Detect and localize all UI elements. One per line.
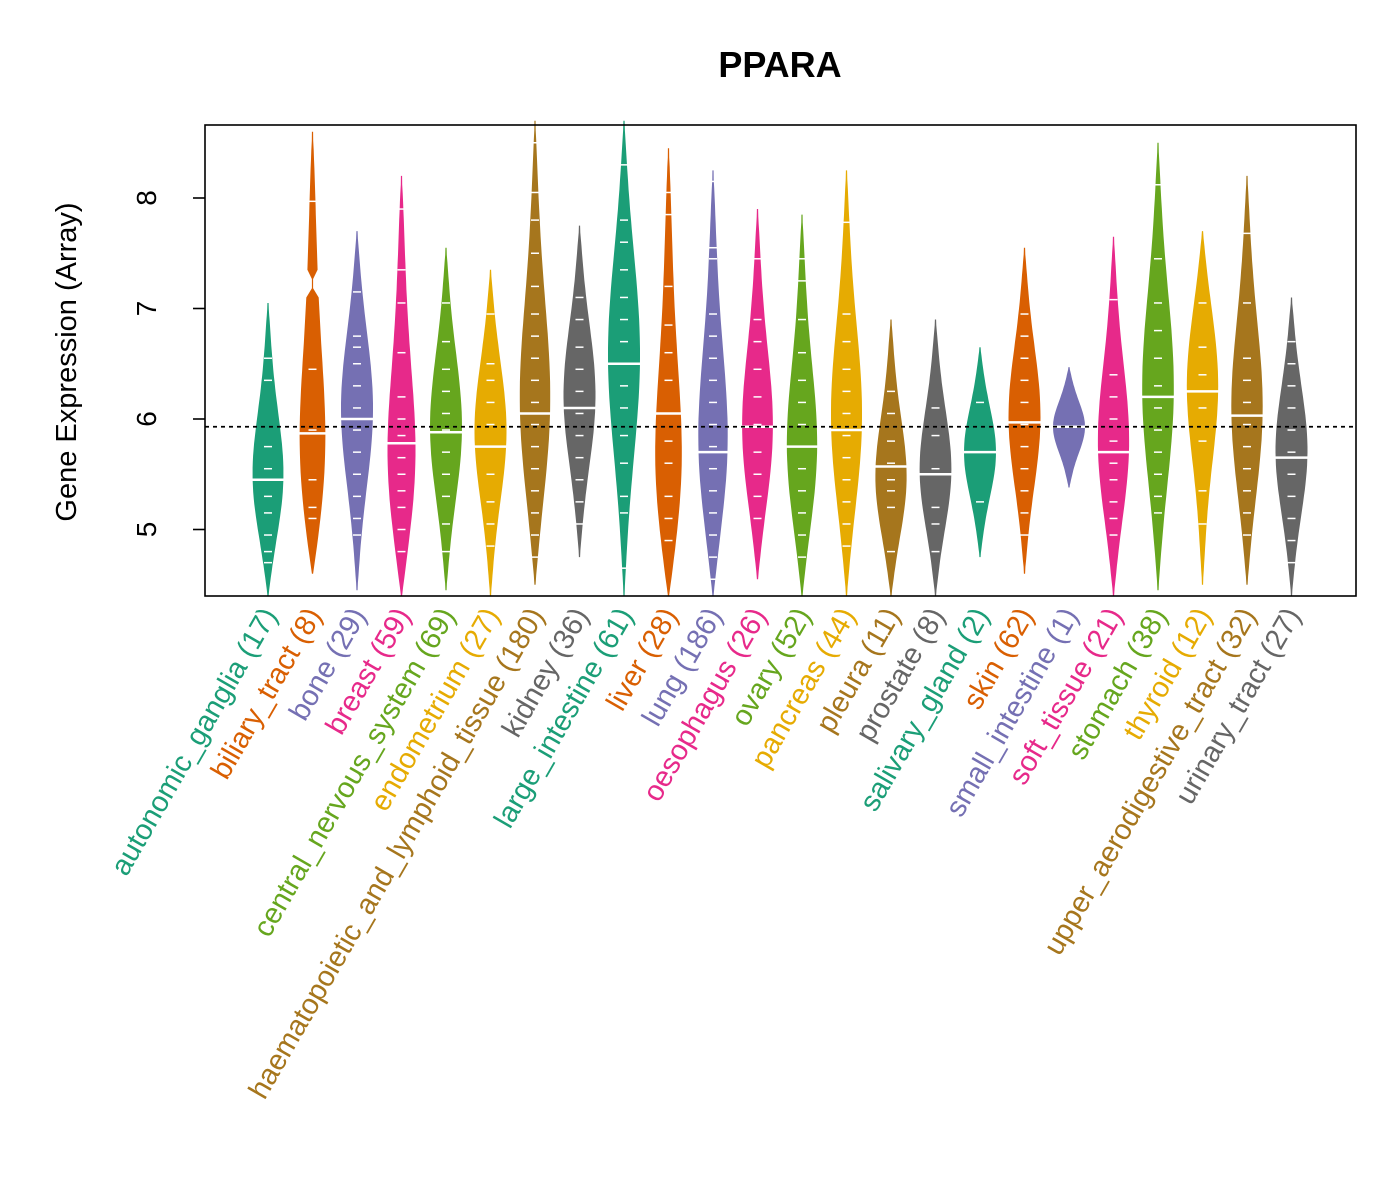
plot-frame bbox=[204, 124, 1357, 597]
violin-body bbox=[474, 269, 507, 596]
y-tick-label: 8 bbox=[131, 190, 162, 206]
violin-biliary_tract bbox=[296, 131, 329, 574]
violin-body bbox=[519, 120, 551, 585]
violin-kidney bbox=[563, 225, 596, 558]
violin-endometrium bbox=[474, 269, 507, 596]
violin-urinary_tract bbox=[1275, 297, 1308, 596]
violin-body bbox=[608, 120, 640, 596]
violin-body bbox=[430, 247, 462, 591]
violin-body bbox=[742, 209, 773, 580]
violin-haematopoietic_and_lymphoid_tissue bbox=[519, 120, 551, 585]
y-tick-label: 5 bbox=[131, 522, 162, 538]
violin-central_nervous_system bbox=[430, 247, 462, 591]
violin-prostate bbox=[919, 319, 952, 596]
violin-lung bbox=[697, 170, 729, 596]
violin-body bbox=[299, 131, 326, 574]
violin-skin bbox=[1008, 247, 1041, 574]
violin-body bbox=[698, 170, 728, 596]
violin-body bbox=[831, 170, 862, 596]
violin-upper_aerodigestive_tract bbox=[1231, 175, 1263, 585]
violin-body bbox=[1142, 142, 1174, 591]
violin-body bbox=[919, 319, 952, 596]
y-tick-label: 7 bbox=[131, 301, 162, 317]
violin-body bbox=[655, 148, 682, 596]
violin-body bbox=[1008, 247, 1041, 574]
violin-breast bbox=[385, 175, 418, 596]
violin-salivary_gland bbox=[964, 347, 996, 558]
violin-body bbox=[1097, 236, 1130, 596]
violin-pleura bbox=[875, 319, 907, 596]
violin-body bbox=[786, 214, 818, 596]
y-axis-label: Gene Expression (Array) bbox=[51, 202, 83, 521]
violin-thyroid bbox=[1186, 231, 1219, 585]
violin-body bbox=[387, 175, 416, 596]
violin-soft_tissue bbox=[1097, 236, 1130, 596]
violin-pancreas bbox=[830, 170, 863, 596]
violin-stomach bbox=[1142, 142, 1174, 591]
violin-bone bbox=[341, 231, 373, 591]
violin-ovary bbox=[786, 214, 818, 596]
y-axis: 5 6 7 8 bbox=[131, 190, 205, 537]
y-tick-label: 6 bbox=[131, 411, 162, 427]
violins-group bbox=[252, 120, 1308, 596]
violin-liver bbox=[652, 148, 685, 596]
violin-body bbox=[341, 231, 373, 591]
category-labels: autonomic_ganglia (17)biliary_tract (8)b… bbox=[105, 603, 1308, 1105]
violin-large_intestine bbox=[608, 120, 640, 596]
violin-body bbox=[252, 303, 284, 596]
chart-title: PPARA bbox=[718, 44, 841, 85]
violin-body bbox=[1275, 297, 1308, 596]
violin-body bbox=[875, 319, 907, 596]
violin-oesophagus bbox=[741, 209, 774, 580]
violin-autonomic_ganglia bbox=[252, 303, 284, 596]
